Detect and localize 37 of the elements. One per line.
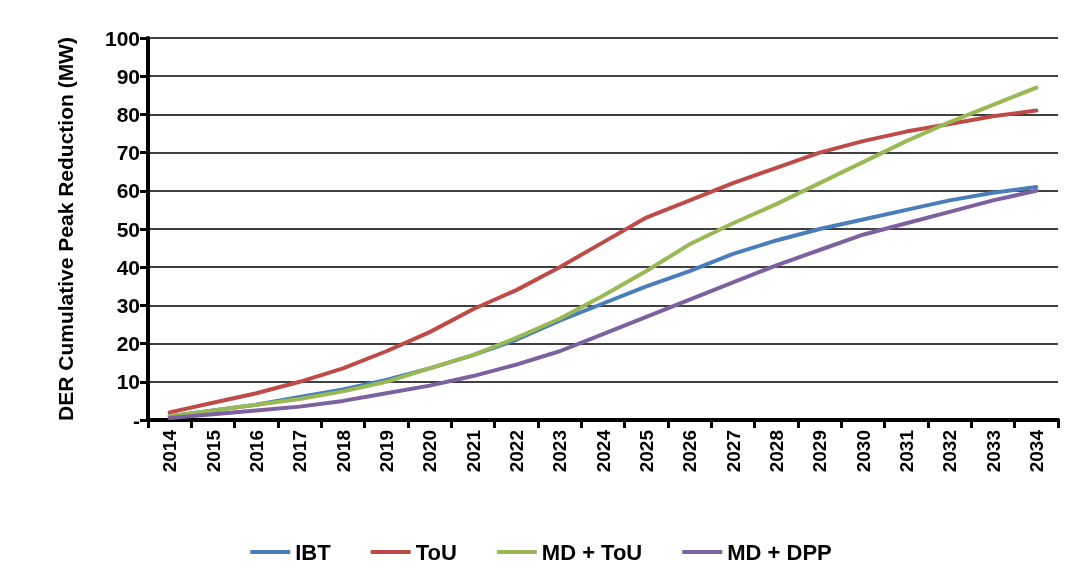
y-tick-label: 40 [116, 255, 140, 279]
x-tick-label: 2014 [159, 429, 181, 473]
x-tick-label: 2032 [939, 430, 961, 473]
x-tick-label: 2026 [679, 430, 701, 473]
y-tick-label: 60 [116, 179, 140, 203]
x-tick-label: 2025 [635, 429, 657, 473]
y-axis-title: DER Cumulative Peak Reduction (MW) [53, 37, 77, 421]
y-tick-label: 90 [116, 64, 140, 88]
legend-label: MD + ToU [541, 539, 643, 565]
x-tick-label: 2034 [1025, 429, 1047, 473]
legend-label: MD + DPP [727, 539, 832, 565]
legend-label: ToU [415, 539, 457, 565]
y-tick-label: 80 [116, 102, 140, 126]
x-tick-label: 2021 [462, 429, 484, 473]
y-tick-label: 70 [116, 141, 140, 165]
x-tick-label: 2016 [245, 430, 267, 473]
y-tick-label: - [133, 408, 140, 432]
x-tick-label: 2031 [895, 429, 917, 473]
y-tick-label: 50 [116, 217, 140, 241]
x-tick-label: 2030 [852, 430, 874, 473]
y-tick-label: 30 [116, 293, 140, 317]
x-tick-label: 2029 [809, 430, 831, 473]
x-tick-label: 2033 [982, 430, 1004, 473]
x-tick-label: 2017 [289, 430, 311, 473]
x-tick-label: 2024 [592, 429, 614, 473]
legend-label: IBT [295, 539, 332, 565]
y-tick-label: 20 [116, 332, 140, 356]
y-tick-label: 100 [104, 26, 140, 50]
x-tick-label: 2020 [419, 430, 441, 473]
x-tick-label: 2022 [505, 430, 527, 473]
x-tick-label: 2018 [332, 430, 354, 473]
x-tick-label: 2023 [549, 430, 571, 473]
x-tick-label: 2019 [375, 430, 397, 473]
x-tick-label: 2015 [202, 429, 224, 473]
x-tick-label: 2028 [765, 430, 787, 473]
y-tick-label: 10 [116, 370, 140, 394]
x-tick-label: 2027 [722, 430, 744, 473]
